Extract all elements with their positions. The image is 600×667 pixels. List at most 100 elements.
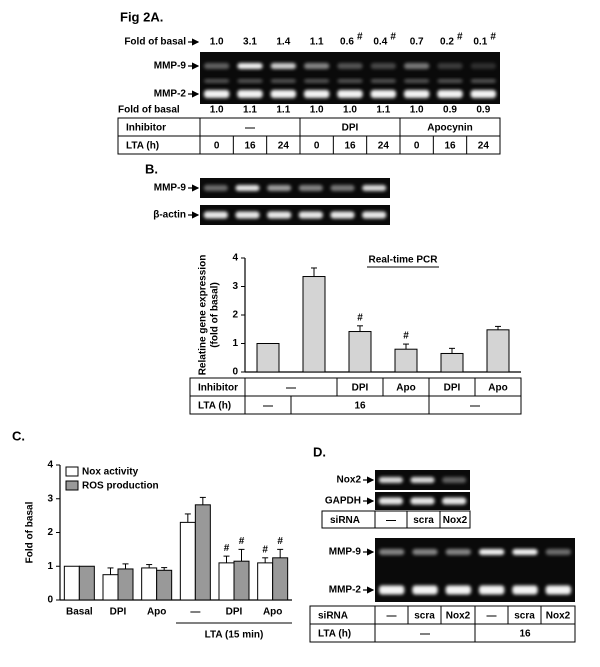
table-border: [321, 510, 471, 529]
gel-band: [237, 63, 263, 69]
significance-mark: #: [357, 32, 363, 43]
fold-value: 0.9: [476, 105, 490, 116]
fold-value: 0.2: [440, 37, 454, 48]
y-tick-label: 0: [232, 367, 238, 378]
gel-band: [404, 90, 430, 98]
gel: [200, 205, 390, 225]
fold-value: 1.4: [276, 37, 290, 48]
gel-band: [362, 211, 387, 219]
bar: [256, 343, 280, 373]
table-cell: scra: [514, 611, 535, 622]
bar: [78, 565, 95, 601]
fold-value: 1.0: [210, 105, 224, 116]
y-tick-label: 1: [47, 561, 53, 572]
gel-band: [298, 185, 323, 191]
table-cell: 0: [414, 141, 420, 152]
gel-band: [379, 585, 405, 595]
table-cell: Apo: [396, 383, 415, 394]
y-axis-label: (fold of basal): [210, 282, 221, 348]
bar: [233, 560, 250, 601]
table-cell: 16: [344, 141, 356, 152]
bar: [179, 521, 196, 601]
table-cell: 0: [214, 141, 220, 152]
gel-band: [404, 63, 430, 69]
table-cell: DPI: [352, 383, 369, 394]
gel-band: [370, 63, 396, 69]
gel-band: [304, 90, 330, 98]
fold-value: 0.9: [443, 105, 457, 116]
gel-band: [330, 211, 355, 219]
table-cell: 16: [244, 141, 256, 152]
table-cell: Inhibitor: [198, 383, 238, 394]
gel-band: [203, 185, 228, 191]
panel-label: Fig 2A.: [120, 9, 163, 24]
table-cell: LTA (h): [126, 141, 159, 152]
legend-swatch: [65, 466, 79, 477]
gel-band: [470, 79, 496, 83]
y-axis-label: Relatine gene expression: [198, 255, 209, 376]
table-cell: scra: [413, 515, 434, 526]
gel-band: [204, 79, 230, 83]
gel-band: [204, 63, 230, 69]
table-cell: 24: [278, 141, 290, 152]
panel-label: C.: [12, 428, 25, 443]
bar: [141, 567, 158, 601]
gel-band: [545, 585, 571, 595]
bar: [394, 348, 418, 373]
table-cell: Apocynin: [427, 123, 473, 134]
gel-band: [337, 90, 363, 98]
legend-label: Nox activity: [82, 467, 139, 478]
table-cell: LTA (h): [198, 401, 231, 412]
gel-band: [470, 63, 496, 69]
x-tick-label: Apo: [147, 607, 166, 618]
significance-mark: #: [239, 536, 245, 547]
gel-band: [378, 477, 403, 483]
y-tick-label: 1: [232, 338, 238, 349]
row-label: Fold of basal: [124, 37, 186, 48]
table-cell: —: [386, 515, 396, 526]
table-cell: DPI: [342, 123, 359, 134]
bar: [102, 574, 119, 601]
fold-value: 1.1: [243, 105, 257, 116]
fold-value: 1.1: [310, 37, 324, 48]
gel-band: [470, 90, 496, 98]
chart-title: Real-time PCR: [369, 255, 439, 266]
row-label: β-actin: [153, 210, 186, 221]
gel-band: [442, 497, 467, 505]
y-tick-label: 4: [232, 253, 238, 264]
bar: [486, 329, 510, 373]
gel-band: [410, 477, 435, 483]
x-tick-label: —: [190, 607, 200, 618]
table-cell: 24: [378, 141, 390, 152]
table-cell: —: [387, 611, 397, 622]
legend-label: ROS production: [82, 481, 159, 492]
gel-band: [379, 549, 405, 555]
table-cell: —: [470, 401, 480, 412]
gel-band: [370, 79, 396, 83]
gel-band: [445, 549, 471, 555]
significance-mark: #: [403, 331, 409, 342]
row-label: MMP-2: [154, 89, 187, 100]
row-label: MMP-9: [154, 61, 187, 72]
bar: [117, 568, 134, 601]
gel-band: [235, 185, 260, 191]
gel-band: [412, 549, 438, 555]
gel-band: [267, 185, 292, 191]
gel-band: [235, 211, 260, 219]
table-cell: Nox2: [546, 611, 571, 622]
legend-swatch: [65, 480, 79, 491]
x-tick-label: Apo: [263, 607, 282, 618]
bar: [194, 504, 211, 601]
fold-value: 0.6: [340, 37, 354, 48]
row-label: Nox2: [337, 475, 362, 486]
fold-value: 1.1: [276, 105, 290, 116]
gel-band: [362, 185, 387, 191]
table-cell: siRNA: [318, 611, 348, 622]
gel-band: [204, 90, 230, 98]
row-label: MMP-2: [329, 585, 362, 596]
table-cell: —: [245, 123, 255, 134]
gel-band: [378, 497, 403, 505]
fold-value: 0.7: [410, 37, 424, 48]
gel-band: [298, 211, 323, 219]
